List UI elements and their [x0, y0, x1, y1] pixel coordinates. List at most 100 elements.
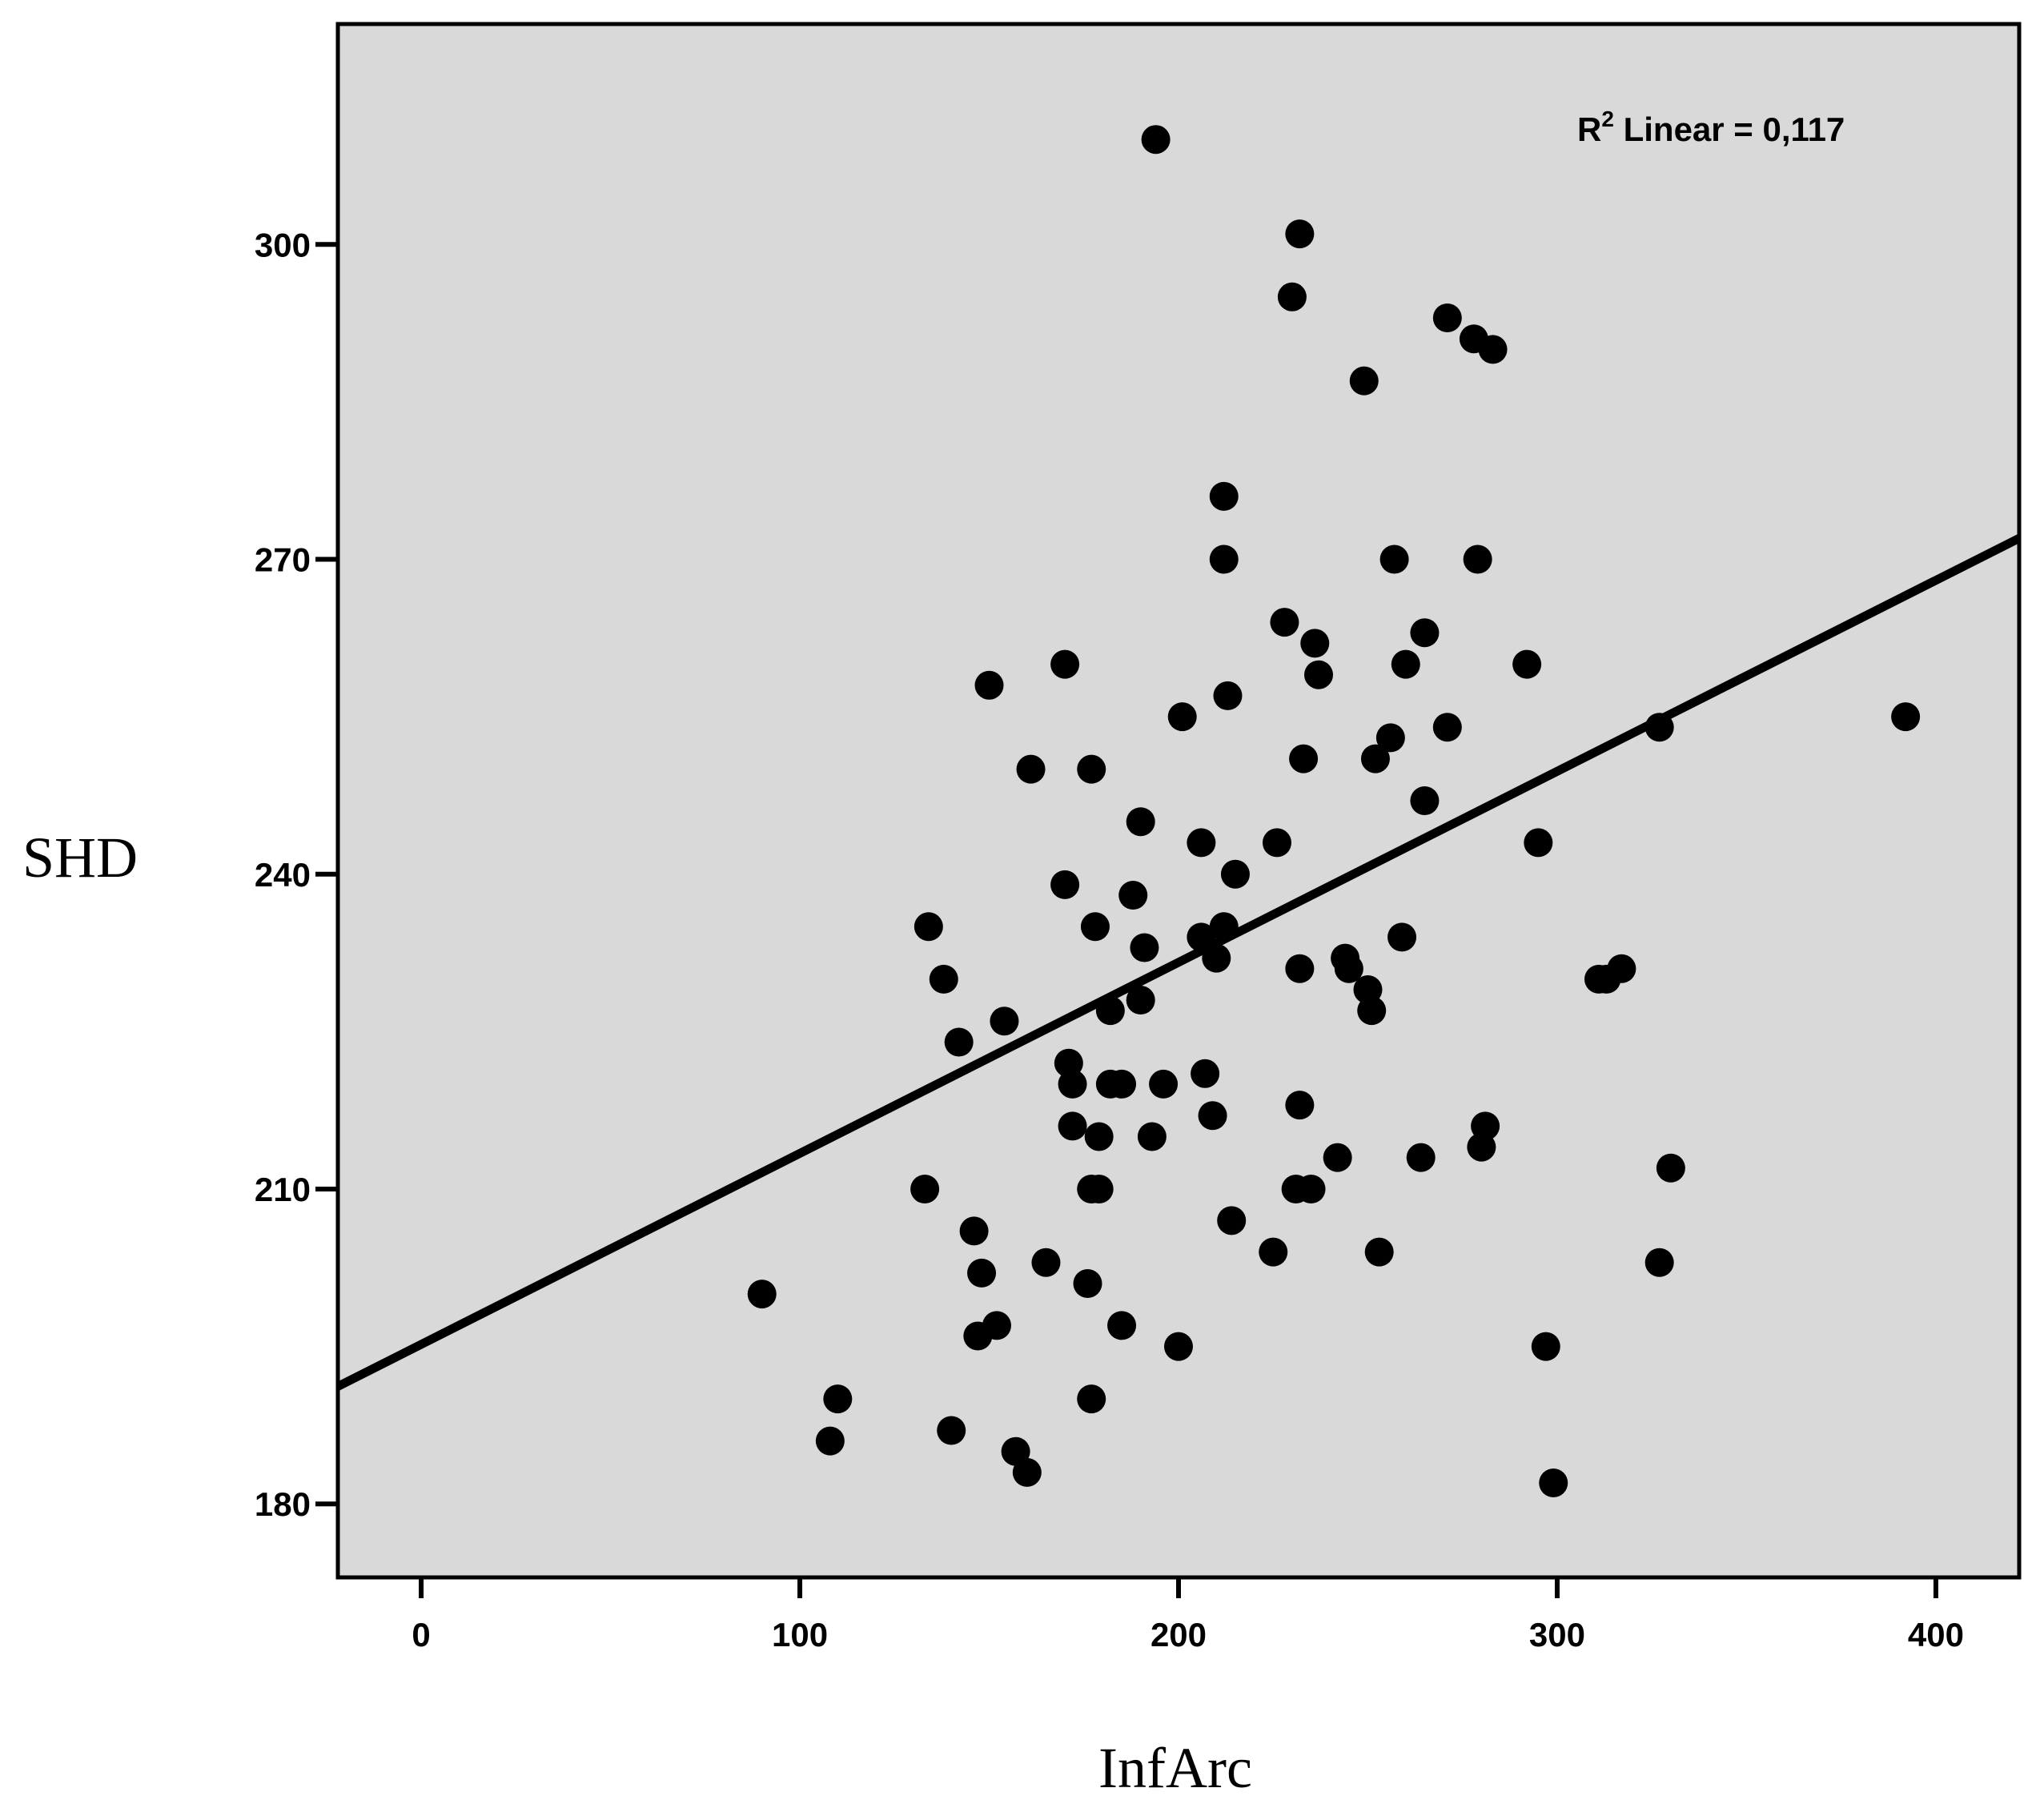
data-point-49 [1209, 544, 1239, 574]
data-point-12 [982, 1311, 1011, 1340]
data-point-15 [1012, 1457, 1042, 1487]
data-point-33 [1107, 1069, 1137, 1099]
data-point-80 [1410, 786, 1440, 815]
data-point-34 [1118, 880, 1148, 910]
data-point-73 [1364, 1237, 1394, 1267]
data-point-68 [1334, 954, 1363, 983]
data-point-39 [1141, 125, 1171, 155]
y-tick-label: 270 [255, 541, 311, 579]
r-squared-annotation: R2 Linear = 0,117 [1577, 106, 1845, 148]
data-point-4 [914, 912, 943, 942]
data-point-45 [1191, 1059, 1220, 1088]
data-point-28 [1084, 1175, 1114, 1203]
data-point-35 [1126, 807, 1155, 837]
data-point-79 [1410, 618, 1440, 648]
x-tick-label: 400 [1908, 1616, 1964, 1653]
data-point-23 [1073, 1268, 1102, 1298]
x-axis-title: InfArc [1098, 1736, 1252, 1800]
data-point-48 [1209, 481, 1239, 511]
r-superscript: 2 [1601, 106, 1614, 131]
data-point-37 [1130, 933, 1159, 962]
data-point-87 [1478, 335, 1508, 364]
data-point-65 [1304, 660, 1333, 689]
data-point-6 [937, 1416, 966, 1445]
x-axis: 0 100 200 300 400 [412, 1577, 1964, 1653]
data-point-53 [1220, 859, 1250, 889]
data-point-89 [1524, 828, 1553, 858]
data-point-59 [1285, 219, 1315, 249]
data-point-40 [1149, 1069, 1179, 1099]
data-point-16 [1016, 754, 1046, 784]
data-point-76 [1387, 922, 1417, 952]
data-point-66 [1323, 1143, 1352, 1172]
data-point-84 [1463, 544, 1492, 574]
data-point-10 [967, 1258, 997, 1288]
data-point-72 [1360, 744, 1390, 773]
data-point-63 [1296, 1175, 1326, 1203]
x-tick-label: 200 [1151, 1616, 1207, 1653]
y-axis: 180 210 240 270 300 [255, 226, 338, 1523]
data-point-98 [1891, 702, 1921, 732]
data-point-21 [1058, 1069, 1087, 1099]
data-point-55 [1262, 828, 1291, 858]
data-point-1 [815, 1426, 845, 1456]
points-layer [747, 125, 1921, 1498]
data-point-51 [1213, 681, 1243, 710]
data-point-38 [1137, 1122, 1167, 1151]
data-point-97 [1656, 1153, 1685, 1183]
plot-area [335, 22, 2022, 1580]
data-point-27 [1080, 912, 1110, 942]
data-point-17 [1031, 1248, 1061, 1277]
data-point-91 [1539, 1469, 1568, 1498]
data-point-95 [1644, 1248, 1674, 1277]
data-point-90 [1531, 1332, 1560, 1361]
y-tick-label: 180 [255, 1485, 311, 1523]
data-point-52 [1217, 1206, 1247, 1235]
data-point-0 [747, 1280, 777, 1309]
data-point-19 [1050, 649, 1080, 679]
y-tick-label: 210 [255, 1171, 311, 1208]
data-point-26 [1077, 1384, 1106, 1414]
data-point-57 [1277, 282, 1307, 311]
data-point-7 [944, 1027, 974, 1057]
data-point-60 [1285, 954, 1315, 983]
data-point-56 [1270, 608, 1299, 637]
data-point-75 [1379, 544, 1409, 574]
data-point-61 [1285, 1091, 1315, 1120]
data-point-77 [1391, 649, 1420, 679]
y-tick-label: 240 [255, 856, 311, 894]
data-point-18 [1050, 870, 1080, 899]
data-point-81 [1432, 303, 1462, 333]
data-point-8 [959, 1216, 989, 1246]
data-point-94 [1607, 954, 1636, 983]
data-point-41 [1164, 1332, 1193, 1361]
data-point-88 [1512, 649, 1542, 679]
fit-line [335, 534, 2022, 1391]
data-point-2 [823, 1384, 853, 1414]
data-point-71 [1357, 996, 1387, 1026]
data-point-29 [1084, 1122, 1114, 1151]
data-point-62 [1289, 744, 1319, 773]
data-point-86 [1471, 1111, 1500, 1141]
data-point-46 [1198, 1101, 1227, 1131]
data-point-78 [1406, 1143, 1436, 1172]
data-point-82 [1432, 713, 1462, 742]
r-label: R [1577, 110, 1601, 148]
data-point-74 [1375, 723, 1405, 753]
x-tick-label: 100 [772, 1616, 828, 1653]
data-point-22 [1058, 1111, 1087, 1141]
data-point-36 [1126, 986, 1155, 1015]
data-point-69 [1349, 366, 1379, 396]
data-point-54 [1259, 1237, 1288, 1267]
data-point-42 [1167, 702, 1197, 732]
data-point-32 [1107, 1311, 1137, 1340]
data-point-25 [1077, 754, 1106, 784]
x-tick-label: 300 [1529, 1616, 1585, 1653]
data-point-13 [990, 1006, 1019, 1036]
data-point-43 [1187, 828, 1216, 858]
r-squared-text: Linear = 0,117 [1614, 110, 1845, 148]
data-point-5 [929, 964, 958, 994]
data-point-3 [910, 1175, 940, 1203]
data-point-11 [974, 670, 1004, 700]
